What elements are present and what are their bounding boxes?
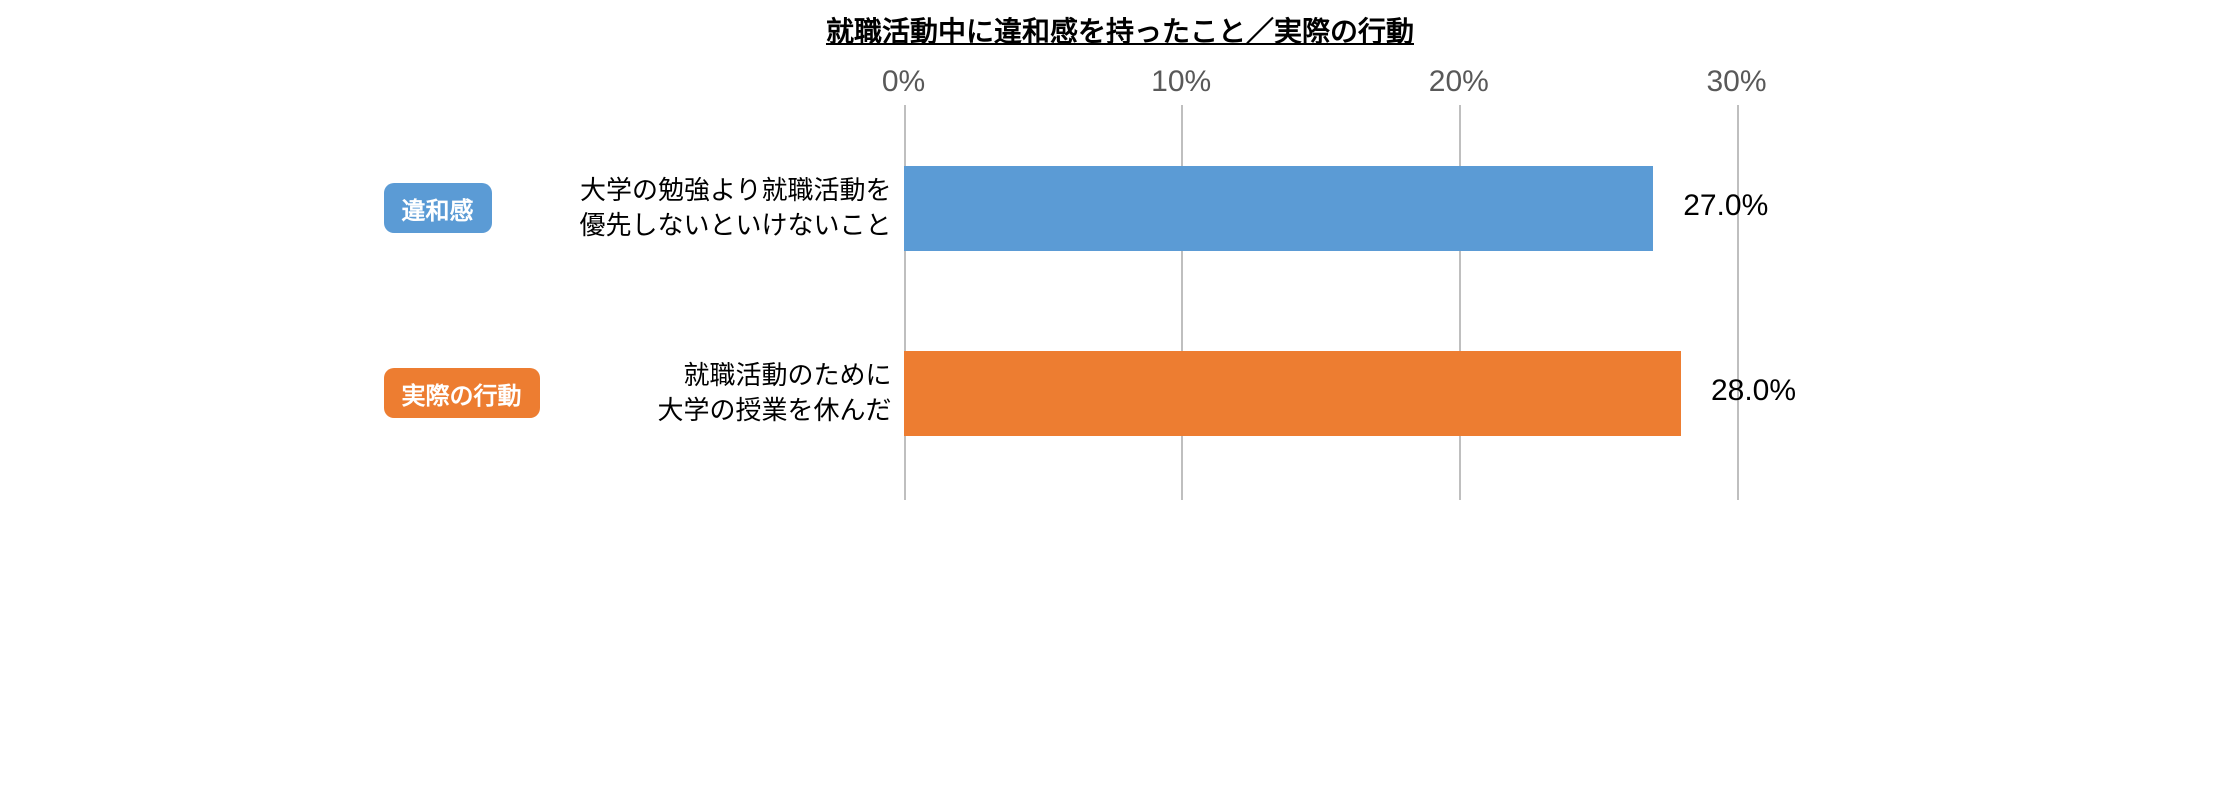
category-label: 大学の勉強より就職活動を優先しないといけないこと xyxy=(532,173,892,243)
value-label: 27.0% xyxy=(1683,189,1768,223)
gridline xyxy=(1737,105,1739,500)
category-label-line: 大学の勉強より就職活動を xyxy=(532,173,892,208)
plot-area: 0%10%20%30% xyxy=(904,105,1737,500)
category-label: 就職活動のために大学の授業を休んだ xyxy=(532,358,892,428)
gridline xyxy=(904,105,906,500)
gridline xyxy=(1181,105,1183,500)
x-tick-label: 0% xyxy=(882,65,925,99)
category-label-line: 優先しないといけないこと xyxy=(532,208,892,243)
category-label-line: 就職活動のために xyxy=(532,358,892,393)
chart-container: 就職活動中に違和感を持ったこと／実際の行動 0%10%20%30% 27.0%大… xyxy=(374,0,1867,533)
bar xyxy=(904,351,1681,436)
x-tick-label: 10% xyxy=(1151,65,1211,99)
x-tick-label: 20% xyxy=(1429,65,1489,99)
gridline xyxy=(1459,105,1461,500)
series-badge: 違和感 xyxy=(384,183,492,233)
value-label: 28.0% xyxy=(1711,374,1796,408)
category-label-line: 大学の授業を休んだ xyxy=(532,393,892,428)
series-badge: 実際の行動 xyxy=(384,368,540,418)
bar xyxy=(904,166,1654,251)
x-tick-label: 30% xyxy=(1706,65,1766,99)
chart-title: 就職活動中に違和感を持ったこと／実際の行動 xyxy=(374,10,1867,50)
